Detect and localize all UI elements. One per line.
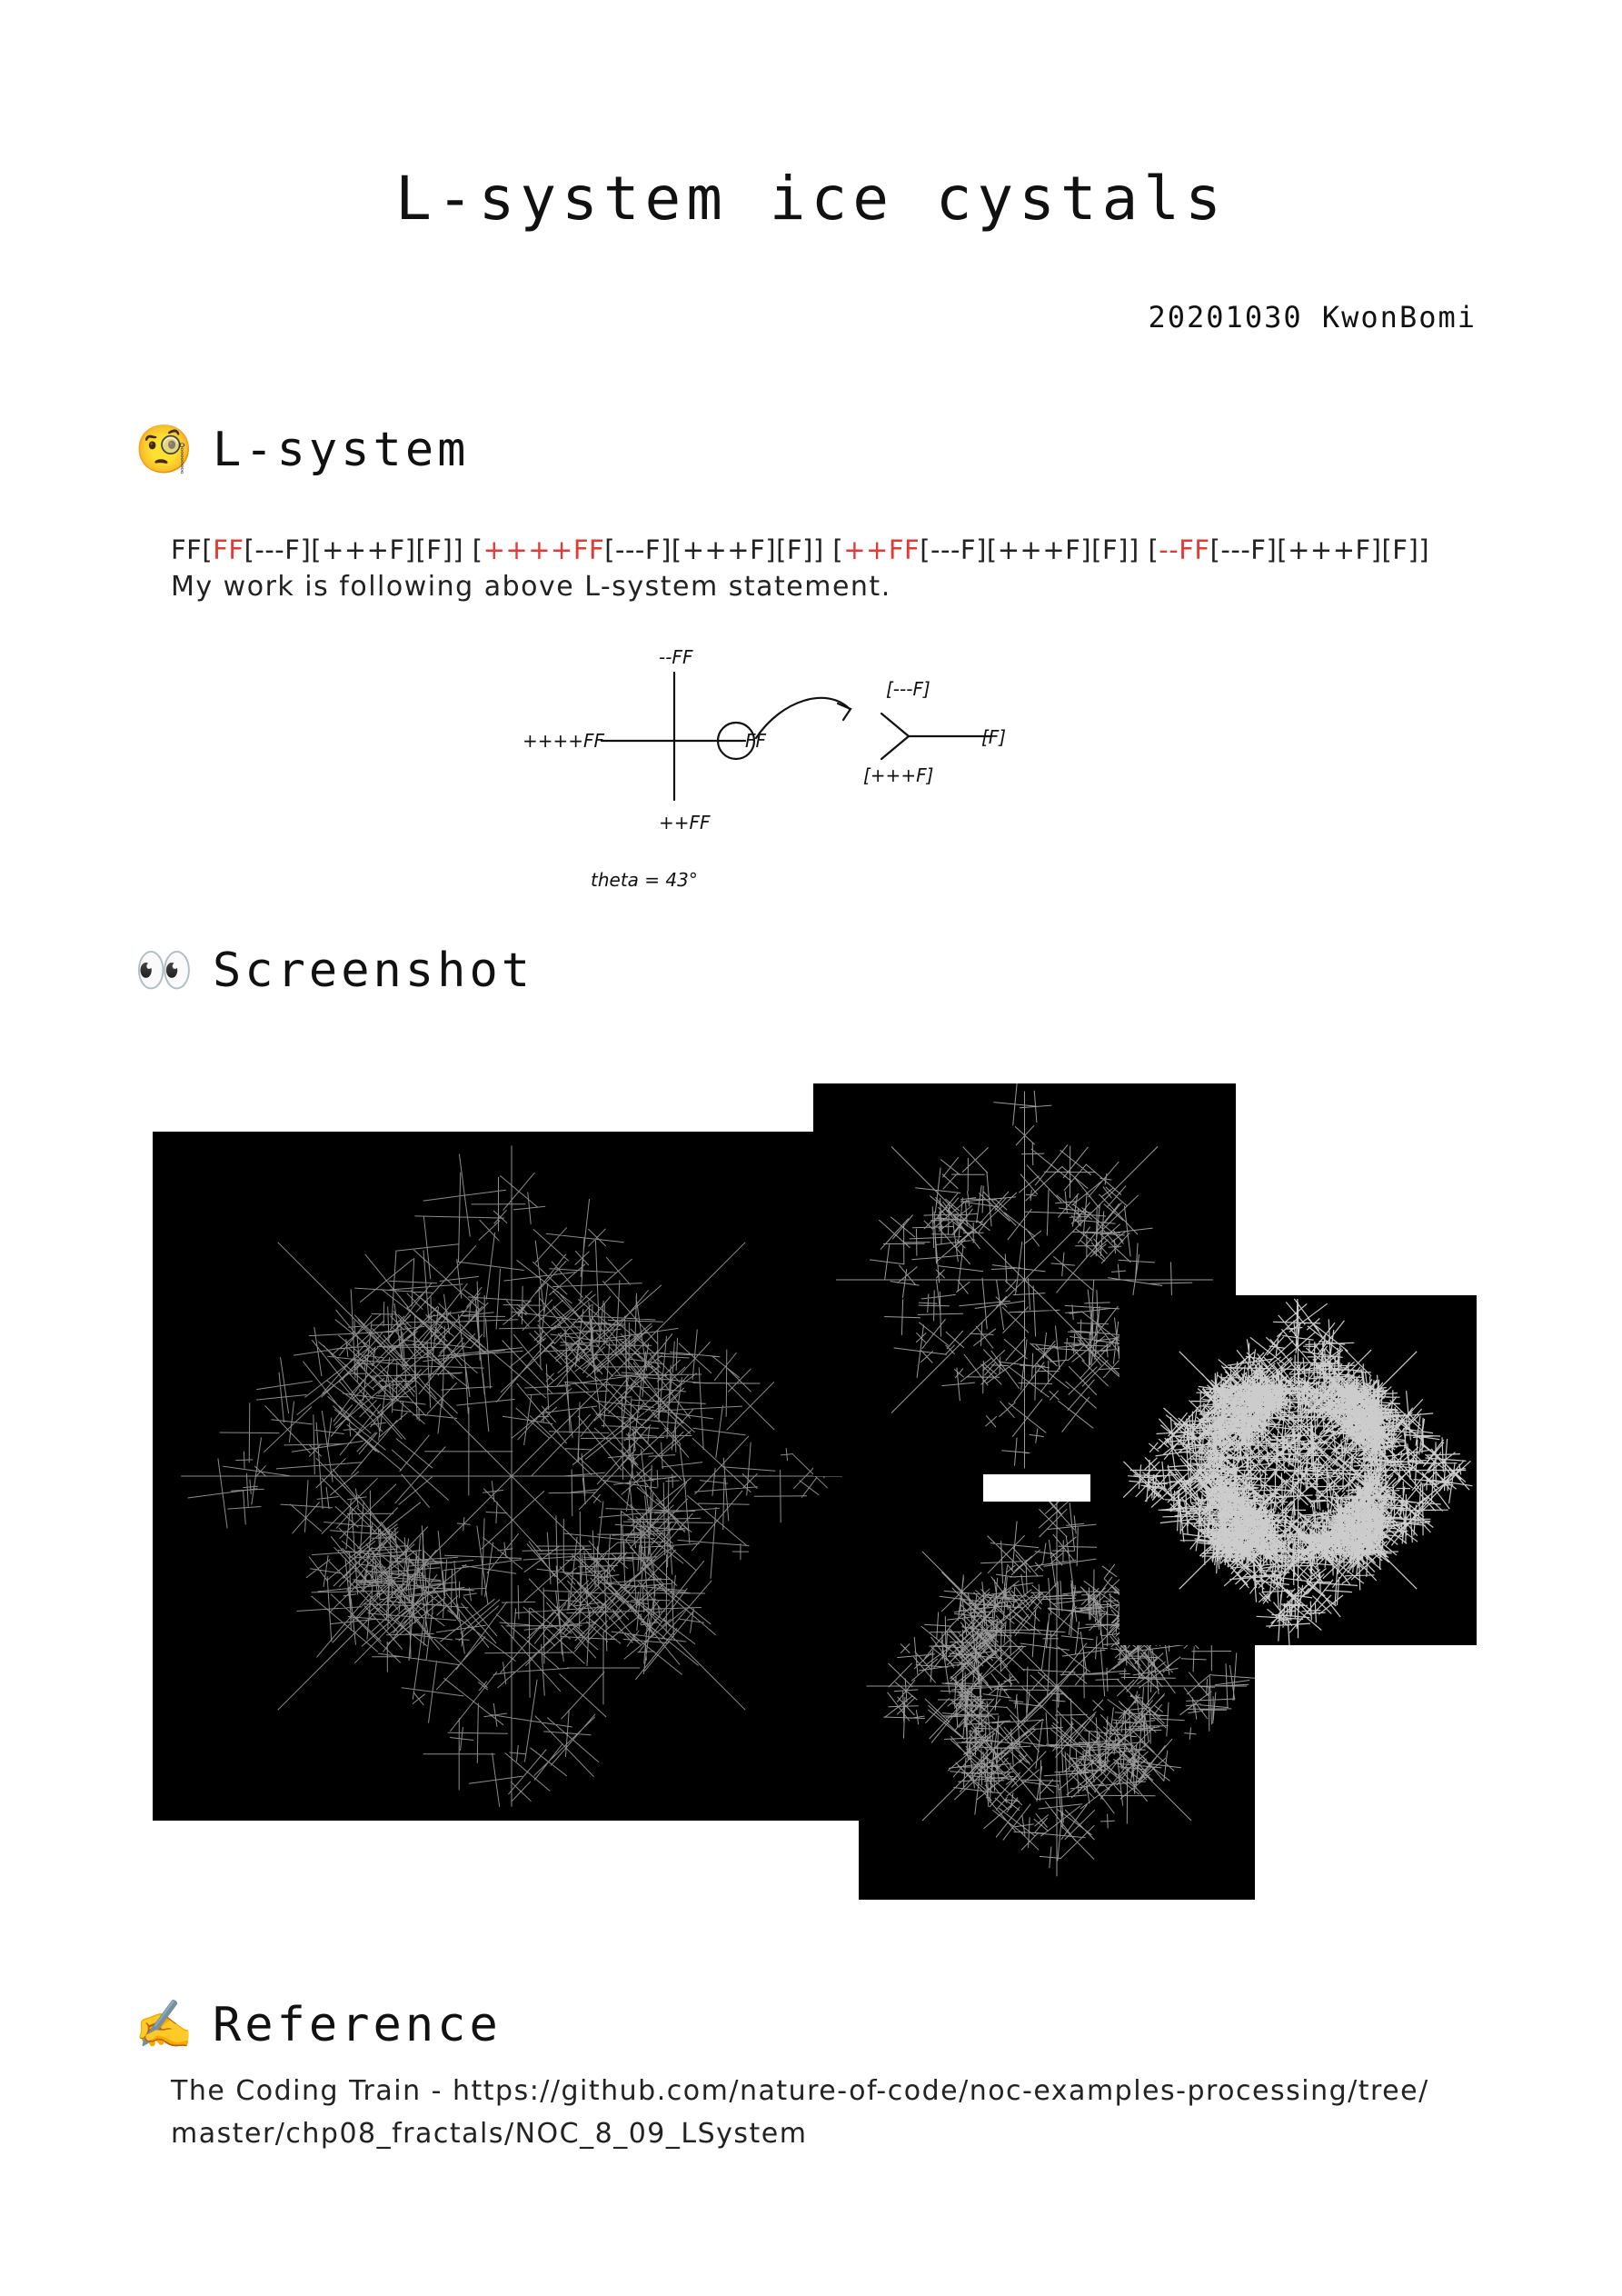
section-screenshot: 👀 Screenshot — [134, 943, 533, 998]
section-heading-lsystem: L-system — [213, 423, 470, 477]
screenshot-bright — [1119, 1295, 1477, 1645]
sketch-left-label: ++++FF — [522, 730, 605, 752]
crystal-art — [1122, 1298, 1473, 1645]
rule-part-highlight: ++FF — [843, 534, 920, 565]
sketch-branch-top-label: [---F] — [886, 678, 930, 700]
reference-line-1: The Coding Train - https://github.com/na… — [171, 2075, 1429, 2107]
rule-part: [---F][+++F][F]] [ — [244, 534, 483, 565]
sketch-circle — [716, 721, 756, 761]
sketch-right-label: FF — [745, 730, 767, 752]
section-heading-reference: Reference — [213, 1998, 502, 2052]
reference-line-2: master/chp08_fractals/NOC_8_09_LSystem — [171, 2118, 808, 2150]
writing-hand-icon: ✍️ — [134, 1998, 194, 2052]
author-line: 20201030 KwonBomi — [1148, 300, 1477, 334]
screenshot-large — [153, 1132, 871, 1821]
sketch-top-label: --FF — [659, 646, 693, 668]
rule-part-highlight: --FF — [1159, 534, 1210, 565]
crystal-branches — [836, 1083, 1213, 1469]
crystal-art — [181, 1145, 842, 1807]
sketch-arrow — [754, 696, 851, 740]
sketch-branch-down — [880, 734, 911, 761]
sketch-branch-right-label: [F] — [981, 726, 1006, 748]
section-heading-screenshot: Screenshot — [213, 943, 534, 998]
rule-part: FF[ — [171, 534, 214, 565]
rule-part-highlight: ++++FF — [483, 534, 605, 565]
sketch-theta-label: theta = 43° — [591, 869, 698, 891]
section-lsystem: 🧐 L-system — [134, 423, 469, 477]
monocle-face-icon: 🧐 — [134, 423, 194, 477]
section-reference: ✍️ Reference — [134, 1998, 502, 2052]
crystal-branches — [1122, 1298, 1473, 1645]
rule-part: [---F][+++F][F]] — [1209, 534, 1430, 565]
lsystem-description: My work is following above L-system stat… — [171, 571, 891, 603]
page-title: L-system ice cystals — [395, 164, 1227, 234]
lsystem-rule: FF[FF[---F][+++F][F]] [++++FF[---F][+++F… — [171, 534, 1429, 565]
white-gap — [983, 1474, 1090, 1502]
sketch-branch-up — [880, 712, 911, 738]
crystal-branches — [181, 1145, 842, 1807]
eyes-icon: 👀 — [134, 943, 194, 998]
rule-part: [---F][+++F][F]] [ — [920, 534, 1159, 565]
lsystem-sketch: --FF ++++FF FF ++FF theta = 43° [---F] [… — [522, 646, 1006, 891]
rule-part-highlight: FF — [213, 534, 244, 565]
rule-part: [---F][+++F][F]] [ — [604, 534, 844, 565]
crystal-art — [836, 1083, 1213, 1469]
sketch-bottom-label: ++FF — [659, 812, 711, 834]
sketch-arrow-head — [836, 702, 852, 722]
sketch-branch-bottom-label: [+++F] — [863, 764, 933, 786]
